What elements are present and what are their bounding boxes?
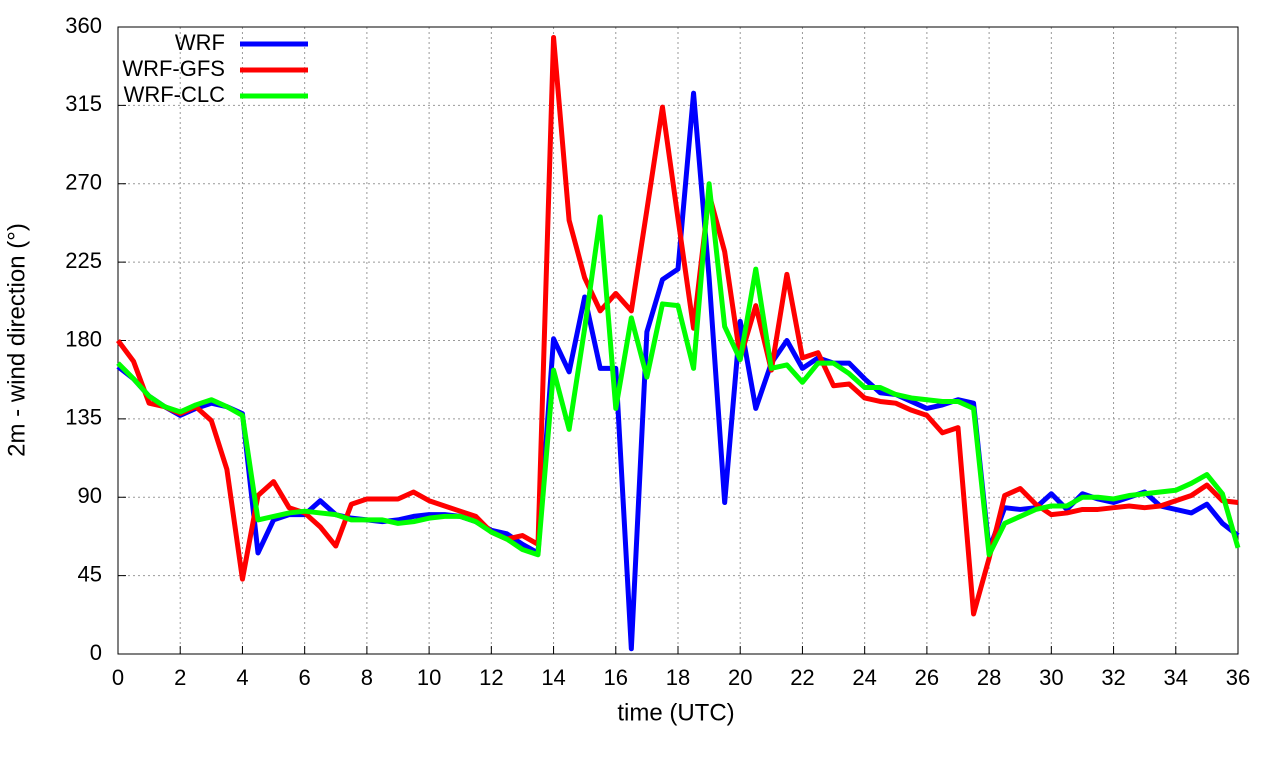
x-tick-label: 6	[299, 665, 311, 690]
x-tick-label: 2	[174, 665, 186, 690]
x-tick-label: 4	[236, 665, 248, 690]
y-tick-label: 135	[65, 405, 102, 430]
y-tick-label: 180	[65, 326, 102, 351]
x-tick-label: 18	[666, 665, 690, 690]
x-tick-label: 16	[604, 665, 628, 690]
x-tick-label: 20	[728, 665, 752, 690]
x-tick-label: 28	[977, 665, 1001, 690]
x-tick-label: 26	[915, 665, 939, 690]
x-tick-label: 22	[790, 665, 814, 690]
y-tick-label: 270	[65, 170, 102, 195]
data-line	[116, 181, 1241, 558]
x-tick-label: 14	[541, 665, 565, 690]
y-tick-label: 0	[90, 640, 102, 665]
y-tick-label: 225	[65, 248, 102, 273]
x-axis-label: time (UTC)	[617, 699, 734, 726]
x-tick-label: 0	[112, 665, 124, 690]
x-tick-label: 12	[479, 665, 503, 690]
x-tick-label: 10	[417, 665, 441, 690]
x-tick-label: 32	[1101, 665, 1125, 690]
x-tick-label: 8	[361, 665, 373, 690]
y-tick-label: 90	[78, 483, 102, 508]
y-tick-label: 360	[65, 13, 102, 38]
x-tick-label: 36	[1226, 665, 1250, 690]
y-tick-label: 45	[78, 561, 102, 586]
y-tick-label: 315	[65, 91, 102, 116]
x-tick-label: 34	[1164, 665, 1188, 690]
y-axis-label: 2m - wind direction (°)	[3, 223, 30, 457]
legend-label: WRF-CLC	[124, 82, 226, 107]
legend-label: WRF-GFS	[122, 56, 225, 81]
x-tick-label: 24	[852, 665, 876, 690]
legend-label: WRF	[175, 30, 225, 55]
data-line	[116, 90, 1240, 652]
x-tick-label: 30	[1039, 665, 1063, 690]
